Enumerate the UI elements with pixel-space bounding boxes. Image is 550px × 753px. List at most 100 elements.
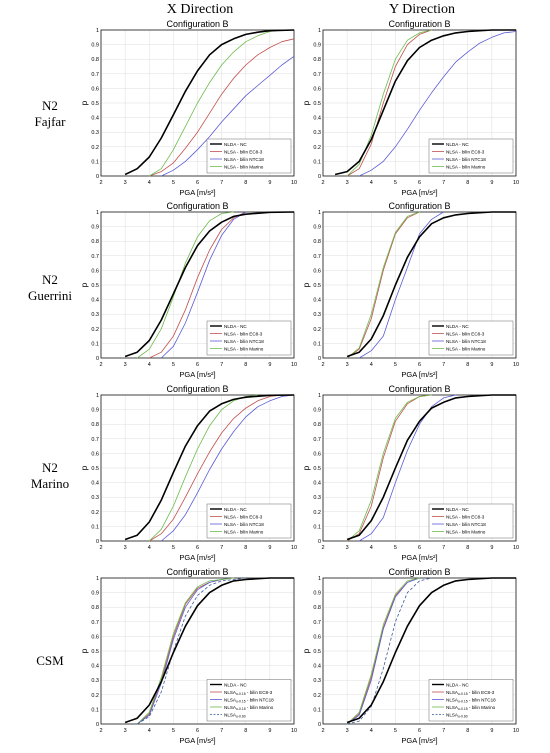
x-tick-label: 4 <box>370 362 373 368</box>
row-label-line-2: Guerrini <box>27 288 73 303</box>
y-axis-label: p <box>302 648 311 653</box>
series-line-marino <box>136 577 234 725</box>
series-line-nc <box>124 394 295 541</box>
legend: NLDA - NC NLSA - bilin EC8-3 NLSA - bilin … <box>206 320 292 356</box>
x-axis-label: PGA [m/s²] <box>179 370 215 379</box>
series-line-nc <box>346 394 516 541</box>
x-axis-label: PGA [m/s²] <box>179 553 215 562</box>
x-tick-label: 8 <box>466 362 469 368</box>
legend-label: NLSA - bilin NTC18 <box>446 522 486 527</box>
x-tick-label: 5 <box>394 362 397 368</box>
legend-label: NLSA - bilin Marino <box>446 529 486 534</box>
legend-label: NLDA - NC <box>446 324 469 329</box>
plot-frame-border <box>322 29 517 177</box>
x-tick-label: 9 <box>490 545 493 551</box>
column-title-y: Y Direction <box>389 2 455 17</box>
y-tick-label: 0.1 <box>313 341 321 347</box>
legend-label: NLSA - bilin Marino <box>224 529 264 534</box>
y-tick-label: 0.6 <box>313 634 321 640</box>
x-tick-label: 9 <box>490 362 493 368</box>
x-tick-label: 10 <box>291 362 297 368</box>
x-tick-label: 7 <box>220 545 223 551</box>
series-line-nc <box>346 577 516 724</box>
legend-label: NLSA - bilin NTC18 <box>224 522 264 527</box>
x-tick-label: 7 <box>442 180 445 186</box>
chart-panel-7: Configuration B 2 3 4 5 6 7 8 9 10 0 0.1 0.2 0.3 0.4 0.… <box>80 567 297 745</box>
series-line-nc <box>124 29 295 176</box>
x-tick-label: 3 <box>124 180 127 186</box>
y-tick-label: 0.4 <box>91 481 99 487</box>
y-tick-label: 0.9 <box>313 408 321 414</box>
y-tick-label: 0.7 <box>313 620 321 626</box>
y-tick-label: 0.7 <box>91 437 99 443</box>
legend-label: NLSA - bilin EC8-3 <box>446 331 485 336</box>
legend: NLDA - NC NLSA - bilin EC8-3 NLSA - bilin … <box>206 138 292 174</box>
x-tick-label: 5 <box>394 545 397 551</box>
y-tick-label: 0.3 <box>313 130 321 136</box>
y-tick-label: 1 <box>96 28 99 34</box>
x-tick-label: 2 <box>321 180 324 186</box>
legend: NLDA - NC NLSA - bilin EC8-3 NLSA - bilin … <box>428 503 514 539</box>
legend-label: NLSA - bilin NTC18 <box>224 157 264 162</box>
series-line-ec8 <box>346 211 420 359</box>
y-tick-label: 0.6 <box>313 268 321 274</box>
row-label-n2-guerrini: N2 Guerrini <box>0 272 100 304</box>
row-label-line-1: N2 <box>42 272 58 287</box>
y-tick-label: 0.6 <box>91 451 99 457</box>
legend-label: NLSA - bilin Marino <box>224 346 264 351</box>
y-tick-label: 0 <box>318 174 321 180</box>
y-tick-label: 0.3 <box>91 312 99 318</box>
y-tick-label: 0.5 <box>313 101 321 107</box>
y-tick-label: 0.6 <box>91 634 99 640</box>
x-tick-label: 10 <box>291 545 297 551</box>
legend-label: NLSAu-0.60 <box>224 712 246 718</box>
legend-label: NLSA - bilin EC8-3 <box>224 149 263 154</box>
series-line-dashed <box>347 577 432 725</box>
x-tick-label: 2 <box>321 728 324 734</box>
x-tick-label: 5 <box>394 180 397 186</box>
y-tick-label: 0.3 <box>91 678 99 684</box>
x-tick-label: 4 <box>148 545 151 551</box>
y-tick-label: 0.7 <box>91 254 99 260</box>
series-line-marino <box>149 29 282 177</box>
legend-label: NLSAu-0.15 - bilin NTC18 <box>446 697 496 703</box>
series-line-marino <box>136 211 234 359</box>
x-tick-label: 10 <box>513 728 519 734</box>
series-line-ntc <box>136 577 234 725</box>
x-tick-label: 5 <box>172 180 175 186</box>
series-line-nc <box>124 577 294 724</box>
series-line-ntc <box>346 577 420 725</box>
chart-title: Configuration B <box>166 567 228 577</box>
y-tick-label: 1 <box>318 210 321 216</box>
plot-frame-border <box>322 394 517 542</box>
x-tick-label: 10 <box>291 180 297 186</box>
x-tick-label: 9 <box>490 180 493 186</box>
legend: NLDA - NC NLSA - bilin EC8-3 NLSA - bilin … <box>428 320 514 356</box>
x-tick-label: 10 <box>513 180 519 186</box>
x-tick-label: 5 <box>394 728 397 734</box>
y-tick-label: 0.4 <box>91 298 99 304</box>
legend: NLDA - NC NLSA - bilin EC8-3 NLSA - bilin … <box>428 138 514 174</box>
y-tick-label: 0.5 <box>91 649 99 655</box>
row-label-line-1: CSM <box>36 653 64 668</box>
legend-box <box>206 679 292 722</box>
y-tick-label: 0.3 <box>313 495 321 501</box>
row-label-line-1: N2 <box>42 460 58 475</box>
x-tick-label: 7 <box>220 180 223 186</box>
y-tick-label: 0.2 <box>91 145 99 151</box>
legend-label: NLDA - NC <box>446 682 469 687</box>
x-tick-label: 6 <box>418 180 421 186</box>
y-tick-label: 1 <box>318 393 321 399</box>
y-tick-label: 0.5 <box>313 649 321 655</box>
legend-label: NLSA - bilin NTC18 <box>446 339 486 344</box>
legend-label: NLSAu-0.15 - bilin Marino <box>446 705 496 711</box>
series-line-ec8 <box>149 211 246 359</box>
y-tick-label: 0.8 <box>91 239 99 245</box>
y-tick-label: 0 <box>96 356 99 362</box>
series-line-marino <box>346 577 420 725</box>
legend: NLDA - NC NLSA - bilin EC8-3 NLSA - bilin … <box>206 503 292 539</box>
x-tick-label: 4 <box>148 362 151 368</box>
x-tick-label: 8 <box>244 180 247 186</box>
y-tick-label: 0.3 <box>91 130 99 136</box>
